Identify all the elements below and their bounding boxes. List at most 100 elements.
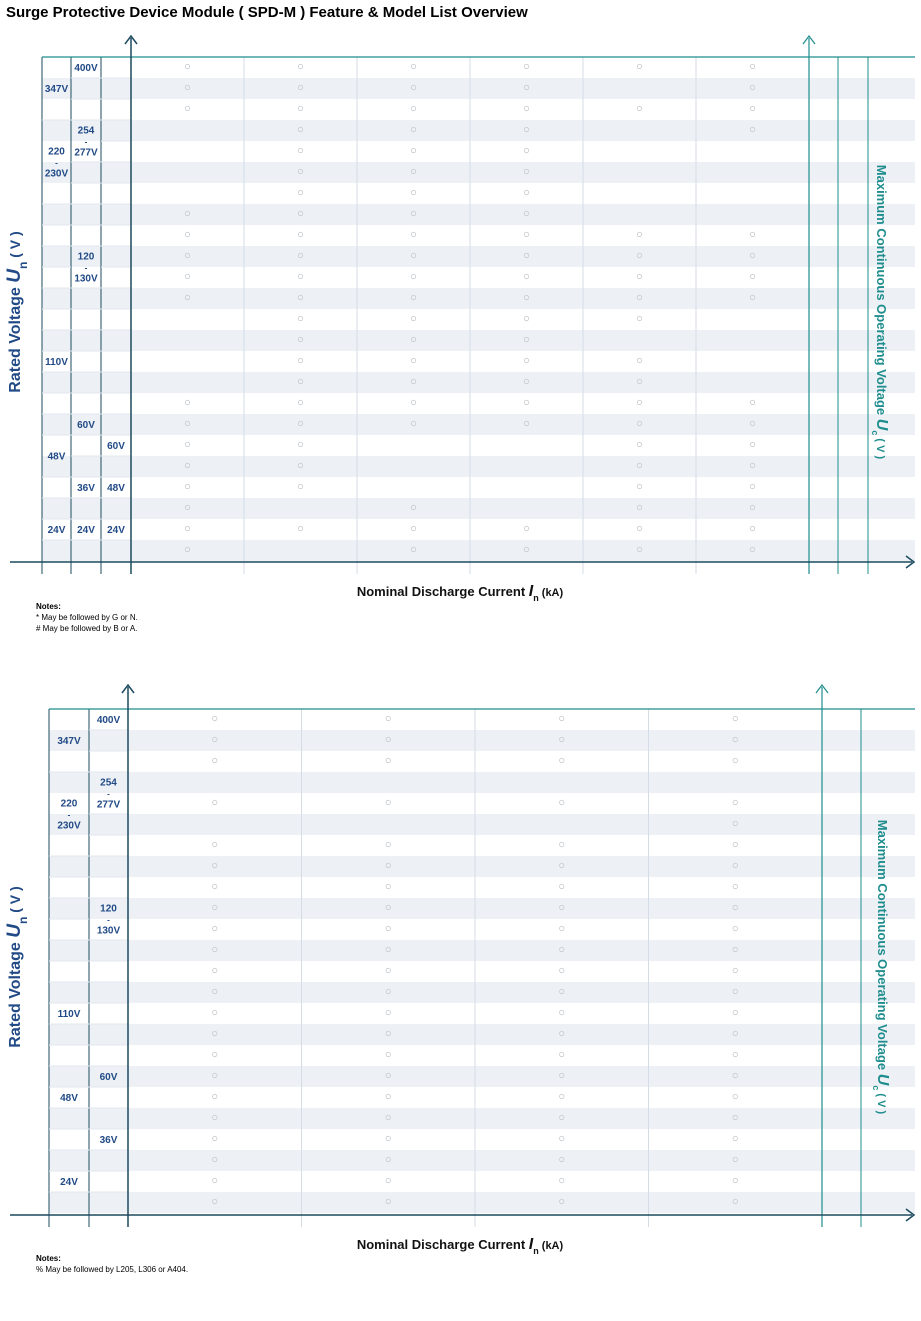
c2-empty-marker xyxy=(559,757,565,764)
c1-empty-marker xyxy=(297,315,304,322)
c1-rated-col2-label: 254 -277V xyxy=(74,126,98,159)
c2-row-stripe xyxy=(49,1192,915,1213)
c1-y-axis-right-arrow xyxy=(802,35,816,45)
c2-empty-marker xyxy=(385,757,391,764)
c2-empty-marker xyxy=(732,841,738,848)
c2-empty-marker xyxy=(559,1093,565,1100)
c1-empty-marker xyxy=(410,210,417,217)
notes-2: Notes: % May be followed by L205, L306 or… xyxy=(36,1253,188,1275)
c2-empty-marker xyxy=(385,1051,391,1058)
c2-rated-col2-label: 36V xyxy=(100,1135,118,1146)
c1-empty-marker xyxy=(410,252,417,259)
c1-empty-marker xyxy=(297,441,304,448)
c1-empty-marker xyxy=(410,105,417,112)
c2-empty-marker xyxy=(559,883,565,890)
c1-rated-col1-label: 110V xyxy=(45,357,68,368)
c1-empty-marker xyxy=(523,189,530,196)
c1-empty-marker xyxy=(297,126,304,133)
c1-empty-marker xyxy=(410,126,417,133)
c1-empty-marker xyxy=(749,231,756,238)
c1-rated-col1-label: 347V xyxy=(45,84,69,95)
c2-rated-col2-label: 254 -277V xyxy=(97,778,121,811)
c1-empty-marker xyxy=(749,483,756,490)
c1-empty-marker xyxy=(297,84,304,91)
c2-empty-marker xyxy=(212,946,218,953)
c2-empty-marker xyxy=(385,904,391,911)
c1-empty-marker xyxy=(636,462,643,469)
c1-empty-marker xyxy=(636,483,643,490)
c1-empty-marker xyxy=(184,63,191,70)
c2-row-stripe xyxy=(49,1108,915,1129)
c1-empty-marker xyxy=(297,252,304,259)
c1-row-stripe xyxy=(42,204,915,225)
c1-empty-marker xyxy=(749,63,756,70)
c1-empty-marker xyxy=(749,441,756,448)
c1-empty-marker xyxy=(749,126,756,133)
c1-empty-marker xyxy=(184,399,191,406)
c2-empty-marker xyxy=(212,1030,218,1037)
c2-empty-marker xyxy=(385,1198,391,1205)
c2-empty-marker xyxy=(559,1156,565,1163)
c2-empty-marker xyxy=(559,904,565,911)
c1-empty-marker xyxy=(184,441,191,448)
c2-empty-marker xyxy=(732,715,738,722)
c2-empty-marker xyxy=(385,1114,391,1121)
c1-empty-marker xyxy=(636,231,643,238)
c1-empty-marker xyxy=(184,546,191,553)
spd-m-chart-2: 347V 220 -230V 110V 48V 24V 400V 254 -277V 120 -13… xyxy=(4,683,916,1256)
c1-empty-marker xyxy=(523,378,530,385)
c1-rated-col2-label: 24V xyxy=(77,525,95,536)
c2-row-stripe xyxy=(49,1150,915,1171)
c1-empty-marker xyxy=(297,168,304,175)
c1-empty-marker xyxy=(410,546,417,553)
c1-empty-marker xyxy=(636,441,643,448)
c2-empty-marker xyxy=(212,1051,218,1058)
c1-rated-col1-label: 48V xyxy=(48,452,66,463)
c2-row-stripe xyxy=(49,1066,915,1087)
c2-empty-marker xyxy=(385,1072,391,1079)
c1-rated-col2-label: 60V xyxy=(77,420,95,431)
c1-empty-marker xyxy=(297,189,304,196)
notes-heading: Notes: xyxy=(36,602,61,611)
c1-empty-marker xyxy=(410,357,417,364)
c2-empty-marker xyxy=(732,904,738,911)
c1-empty-marker xyxy=(184,252,191,259)
c1-row-stripe xyxy=(42,540,915,561)
c2-y-axis-left-arrow xyxy=(121,683,135,694)
c2-empty-marker xyxy=(212,1135,218,1142)
c2-rated-col2-label: 400V xyxy=(97,715,121,726)
c1-x-axis-title: Nominal Discharge Current In (kA) xyxy=(357,583,564,603)
c2-empty-marker xyxy=(212,841,218,848)
c2-y-right-title: Maximum Continuous Operating Voltage Uc … xyxy=(871,820,891,1115)
c2-empty-marker xyxy=(212,988,218,995)
c1-empty-marker xyxy=(410,168,417,175)
c1-empty-marker xyxy=(749,252,756,259)
page-title: Surge Protective Device Module ( SPD-M )… xyxy=(6,4,528,21)
c2-row-stripe xyxy=(49,898,915,919)
c1-rated-col2-label: 36V xyxy=(77,483,95,494)
c1-row-stripe xyxy=(42,246,915,267)
c1-row-stripe xyxy=(42,498,915,519)
c1-empty-marker xyxy=(297,378,304,385)
c2-empty-marker xyxy=(559,1051,565,1058)
c2-empty-marker xyxy=(212,967,218,974)
c1-empty-marker xyxy=(297,294,304,301)
c2-empty-marker xyxy=(559,1009,565,1016)
c1-empty-marker xyxy=(523,105,530,112)
c1-row-stripe xyxy=(42,162,915,183)
c1-empty-marker xyxy=(749,546,756,553)
c2-empty-marker xyxy=(732,967,738,974)
c2-row-stripe xyxy=(49,730,915,751)
c1-empty-marker xyxy=(636,399,643,406)
c2-empty-marker xyxy=(732,820,738,827)
c1-y-right-title: Maximum Continuous Operating Voltage Uc … xyxy=(870,165,890,460)
c1-empty-marker xyxy=(636,273,643,280)
c2-empty-marker xyxy=(212,757,218,764)
c1-y-left-title: Rated Voltage Un ( V ) xyxy=(4,231,30,392)
c1-empty-marker xyxy=(410,525,417,532)
c1-empty-marker xyxy=(184,273,191,280)
c1-empty-marker xyxy=(297,357,304,364)
c2-y-axis-right-arrow xyxy=(815,684,829,694)
c1-empty-marker xyxy=(749,399,756,406)
c1-empty-marker xyxy=(749,273,756,280)
